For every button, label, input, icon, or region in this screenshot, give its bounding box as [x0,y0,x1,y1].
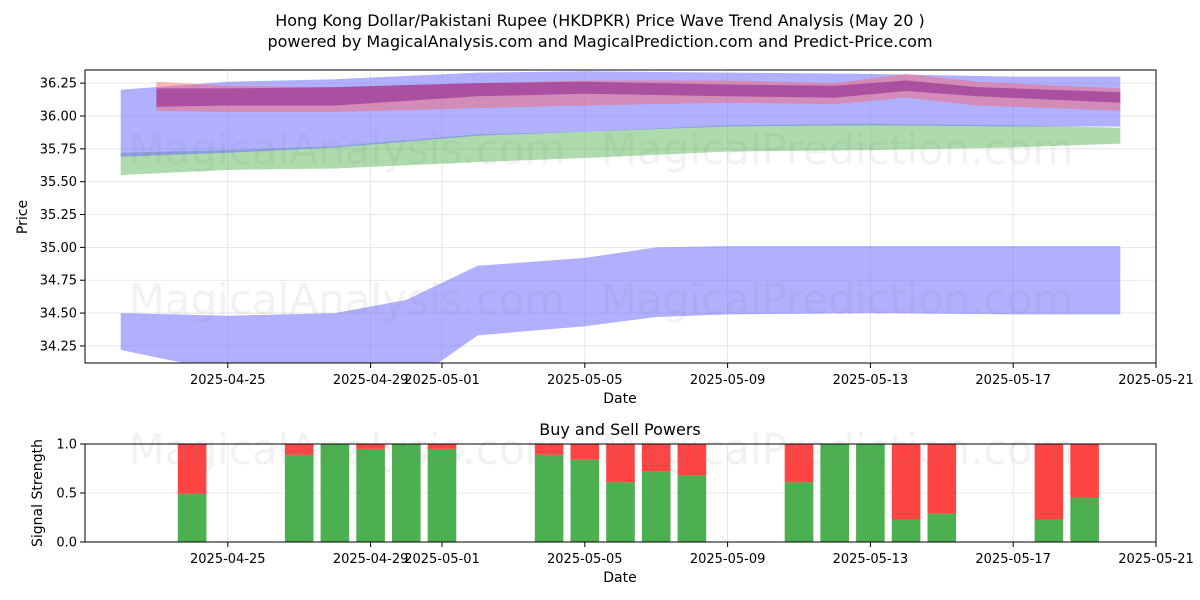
price-y-tick-label: 35.75 [40,142,77,157]
price-band-1 [120,246,1121,363]
sell-bar [1034,444,1064,520]
watermark-text: MagicalPrediction.com [601,275,1074,324]
buy-bar [570,459,600,542]
price-x-axis-label: Date [603,391,636,407]
buy-bar [1070,497,1099,542]
buy-bar [820,444,849,542]
price-band-2 [120,123,1121,176]
sell-bar [356,444,385,449]
price-y-tick-label: 34.25 [40,339,77,354]
price-x-tick-label: 2025-04-29 [333,373,409,388]
signal-panel: Buy and Sell Powers MagicalAnalysis.com M… [30,420,1194,586]
sell-bar [570,444,600,460]
sell-bar [927,444,957,514]
buy-bar [177,493,207,542]
signal-x-axis-label: Date [603,570,636,586]
signal-x-tick-label: 2025-04-25 [190,552,266,567]
signal-y-tick-label: 1.0 [56,438,77,453]
signal-x-tick-label: 2025-05-13 [833,552,909,567]
buy-bar [891,519,921,542]
price-panel: MagicalAnalysis.com MagicalPrediction.com… [15,69,1194,407]
buy-bar [1034,519,1064,542]
watermark-text: MagicalAnalysis.com [129,275,566,324]
price-y-axis-label: Price [15,200,31,234]
price-y-tick-label: 35.00 [40,241,77,256]
sell-bar [606,444,635,483]
signal-watermarks: MagicalAnalysis.com MagicalPrediction.com [129,425,1074,474]
signal-bars [177,444,1099,542]
watermark-text: MagicalAnalysis.com [129,425,566,474]
buy-bar [427,448,457,542]
buy-bar [356,448,385,542]
signal-x-tick-label: 2025-05-17 [975,552,1051,567]
price-watermarks: MagicalAnalysis.com MagicalPrediction.com… [129,125,1074,324]
price-x-tick-label: 2025-05-13 [833,373,909,388]
signal-x-tick-label: 2025-05-05 [547,552,623,567]
price-y-tick-label: 35.25 [40,208,77,223]
signal-x-tick-label: 2025-05-09 [690,552,766,567]
price-x-tick-label: 2025-05-09 [690,373,766,388]
watermark-text: MagicalPrediction.com [601,125,1074,174]
sell-bar [641,444,671,472]
watermark-text: MagicalPrediction.com [601,425,1074,474]
sell-bar [284,444,314,455]
chart-title-line2: powered by MagicalAnalysis.com and Magic… [267,32,932,51]
price-y-tick-label: 36.00 [40,109,77,124]
buy-bar [641,471,671,542]
signal-y-axis-label: Signal Strength [30,439,46,547]
price-x-tick-label: 2025-05-21 [1118,373,1194,388]
price-x-tick-label: 2025-05-05 [547,373,623,388]
price-x-tick-label: 2025-05-17 [975,373,1051,388]
buy-bar [677,475,707,542]
buy-bar [284,454,314,542]
sell-bar [891,444,921,520]
buy-bar [534,454,564,542]
watermark-text: MagicalAnalysis.com [129,125,566,174]
chart-title-line1: Hong Kong Dollar/Pakistani Rupee (HKDPKR… [275,11,925,30]
signal-y-ticks: 0.0 0.5 1.0 [56,438,85,551]
sell-bar [534,444,564,455]
price-band-5 [156,80,1121,107]
signal-y-tick-label: 0.5 [56,487,77,502]
buy-bar [784,482,814,542]
signal-panel-title: Buy and Sell Powers [539,420,701,439]
price-y-tick-label: 36.25 [40,77,77,92]
sell-bar [427,444,457,449]
buy-bar [927,513,957,542]
price-x-tick-label: 2025-04-25 [190,373,266,388]
buy-bar [856,444,885,542]
price-y-tick-label: 34.50 [40,307,77,322]
signal-x-tick-label: 2025-05-21 [1118,552,1194,567]
price-x-tick-label: 2025-05-01 [404,373,480,388]
buy-bar [320,444,350,542]
price-y-ticks: 34.25 34.50 34.75 35.00 35.25 35.50 35.75 36.00… [40,77,85,354]
signal-x-tick-label: 2025-05-01 [404,552,480,567]
signal-x-tick-label: 2025-04-29 [333,552,409,567]
sell-bar [1070,444,1099,498]
signal-y-tick-label: 0.0 [56,536,77,551]
sell-bar [177,444,207,493]
price-bands [120,71,1121,363]
buy-bar [392,444,421,542]
price-y-tick-label: 34.75 [40,274,77,289]
buy-bar [606,482,635,542]
sell-bar [784,444,814,483]
price-plot-frame [84,69,1157,364]
price-y-tick-label: 35.50 [40,175,77,190]
sell-bar [677,444,707,476]
